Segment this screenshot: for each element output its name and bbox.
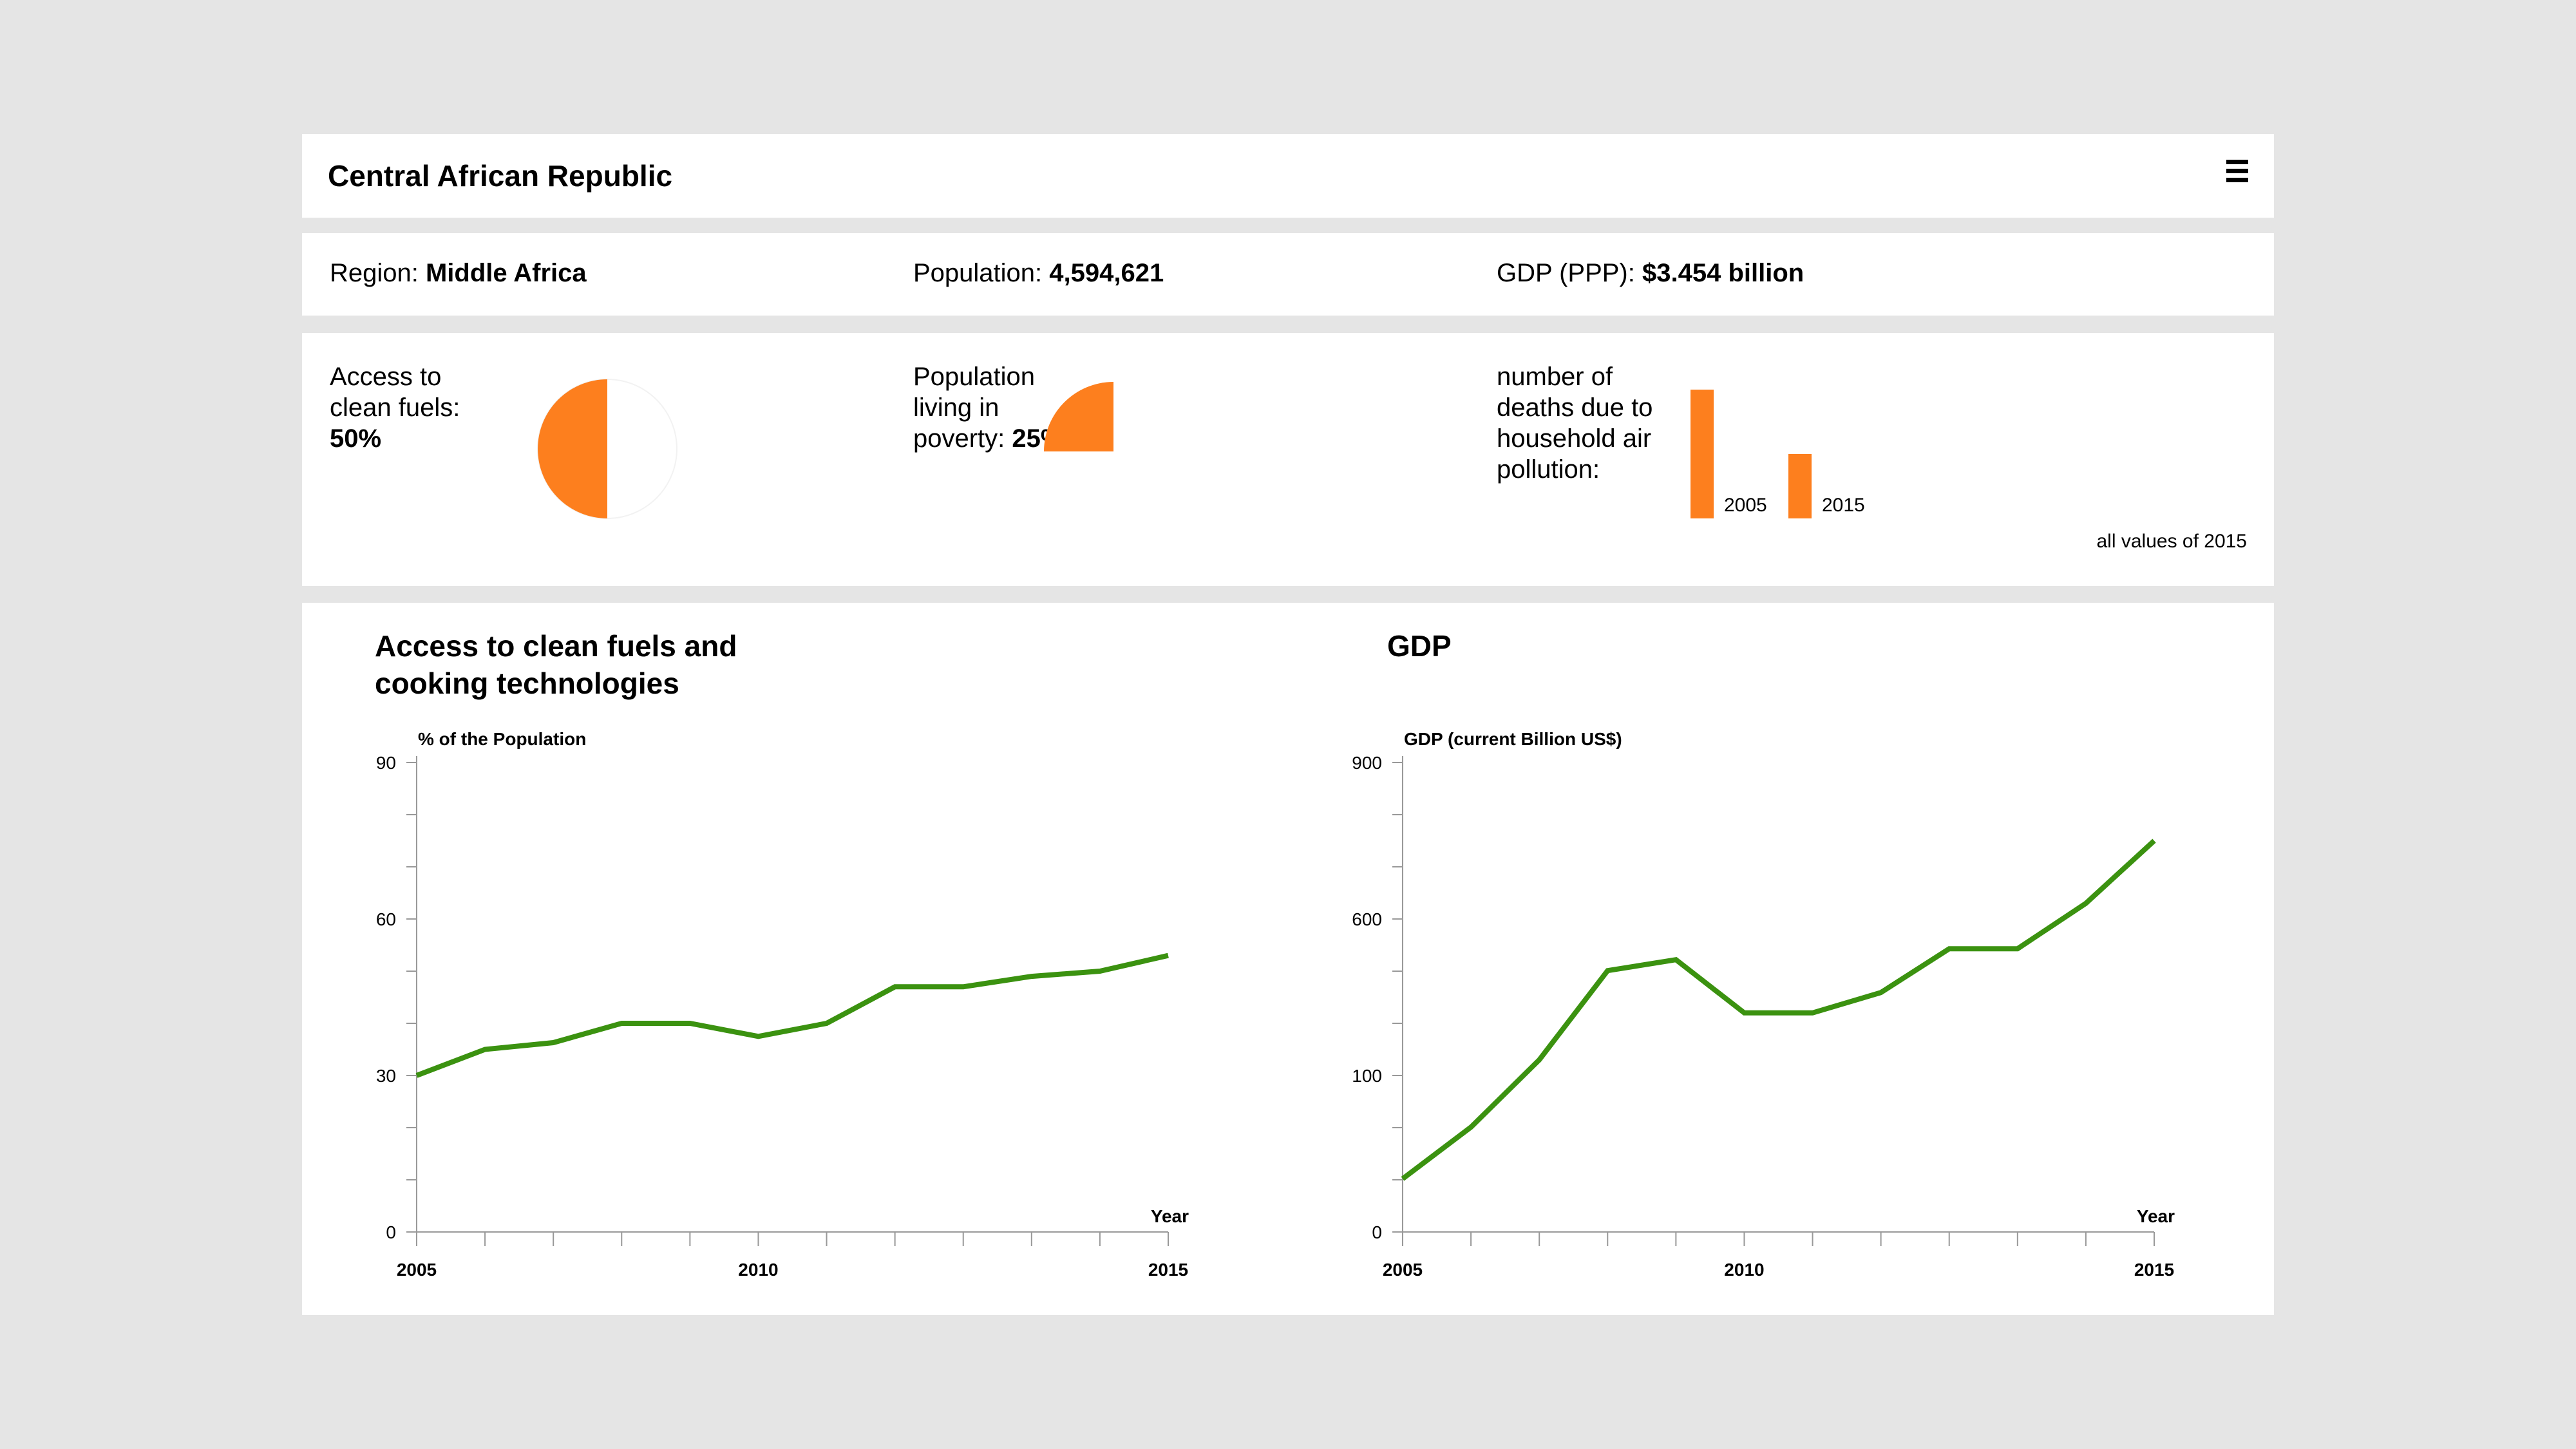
clean-fuels-x-tick-label: 2010 [738,1260,778,1280]
gdp-x-axis-label: Year [2137,1206,2175,1226]
charts-panel: Access to clean fuels and cooking techno… [302,603,2274,1315]
clean-fuels-x-axis-label: Year [1151,1206,1189,1226]
hamburger-menu-icon[interactable] [2226,160,2248,183]
gdp-x-tick-label: 2010 [1724,1260,1764,1280]
clean-fuels-y-tick-label: 60 [376,909,396,929]
header-bar: Central African Republic [302,134,2274,218]
poverty-pie-slice [1044,382,1113,451]
clean-fuels-chart-title: Access to clean fuels and cooking techno… [375,627,737,702]
clean-fuels-x-tick-label: 2015 [1148,1260,1188,1280]
clean-fuels-pie-slice [538,379,607,518]
clean-fuels-y-tick-label: 30 [376,1066,396,1086]
gdp-y-tick-label: 0 [1372,1222,1382,1242]
deaths-label-2: deaths due to [1497,393,1653,422]
clean-fuels-label-2: clean fuels: [330,393,460,422]
clean-fuels-y-tick-label: 90 [376,753,396,773]
gdp-series-line [1401,838,2156,1181]
quarter-pie-icon [1044,382,1113,451]
gdp-y-tick-label: 100 [1352,1066,1382,1086]
poverty-stat: Population living in poverty: 25% [913,361,1063,454]
stats-footnote: all values of 2015 [2096,531,2248,552]
gdp-x-tick-label: 2015 [2134,1260,2174,1280]
clean-fuels-x-tick-label: 2005 [397,1260,437,1280]
gdp-chart-title-1: GDP [1387,629,1452,663]
region-info: Region: Middle Africa [330,259,587,288]
population-info: Population: 4,594,621 [913,259,1164,288]
clean-fuels-series-line [415,952,1169,1078]
gdp-y-axis-label: GDP (current Billion US$) [1404,729,1622,749]
population-label: Population: [913,259,1050,287]
air-pollution-deaths-stat: number of deaths due to household air po… [1497,361,1653,485]
gdp-label: GDP (PPP): [1497,259,1642,287]
deaths-bar-label-2015: 2015 [1822,495,1865,516]
deaths-bar-2005 [1690,390,1714,518]
deaths-bar-label-2005: 2005 [1724,495,1767,516]
deaths-label-4: pollution: [1497,455,1600,484]
population-value: 4,594,621 [1049,259,1164,287]
gdp-info: GDP (PPP): $3.454 billion [1497,259,1804,288]
deaths-label-3: household air [1497,424,1652,453]
clean-fuels-label-1: Access to [330,363,442,391]
poverty-label-3: poverty: [913,424,1012,453]
gdp-x-tick-label: 2005 [1383,1260,1423,1280]
gdp-line-chart: 0 100 600 900 2005 2010 2015 GDP (current Billi… [1352,729,2175,1280]
gdp-y-tick-label: 900 [1352,753,1382,773]
gdp-value: $3.454 billion [1642,259,1804,287]
deaths-bar-2015 [1788,454,1812,518]
country-info-bar: Region: Middle Africa Population: 4,594,… [302,233,2274,316]
poverty-label-1: Population [913,363,1036,391]
clean-fuels-y-tick-label: 0 [386,1222,396,1242]
poverty-label-2: living in [913,393,999,422]
deaths-mini-bar-chart: 2005 2015 [1690,390,1865,518]
clean-fuels-stat: Access to clean fuels: 50% [330,361,460,454]
region-value: Middle Africa [425,259,587,287]
clean-fuels-line-chart: 0 30 60 90 2005 2010 2015 % of the Population Ye… [376,729,1189,1280]
clean-fuels-chart-title-2: cooking technologies [375,667,679,700]
region-label: Region: [330,259,426,287]
half-pie-icon [537,379,677,519]
page-title: Central African Republic [328,159,673,193]
deaths-label-1: number of [1497,363,1613,391]
clean-fuels-y-axis-label: % of the Population [418,729,586,749]
clean-fuels-value: 50% [330,424,382,453]
clean-fuels-chart-title-1: Access to clean fuels and [375,629,737,663]
gdp-y-tick-label: 600 [1352,909,1382,929]
gdp-chart-title: GDP [1387,627,1452,665]
key-stats-panel: Access to clean fuels: 50% Population li… [302,333,2274,586]
